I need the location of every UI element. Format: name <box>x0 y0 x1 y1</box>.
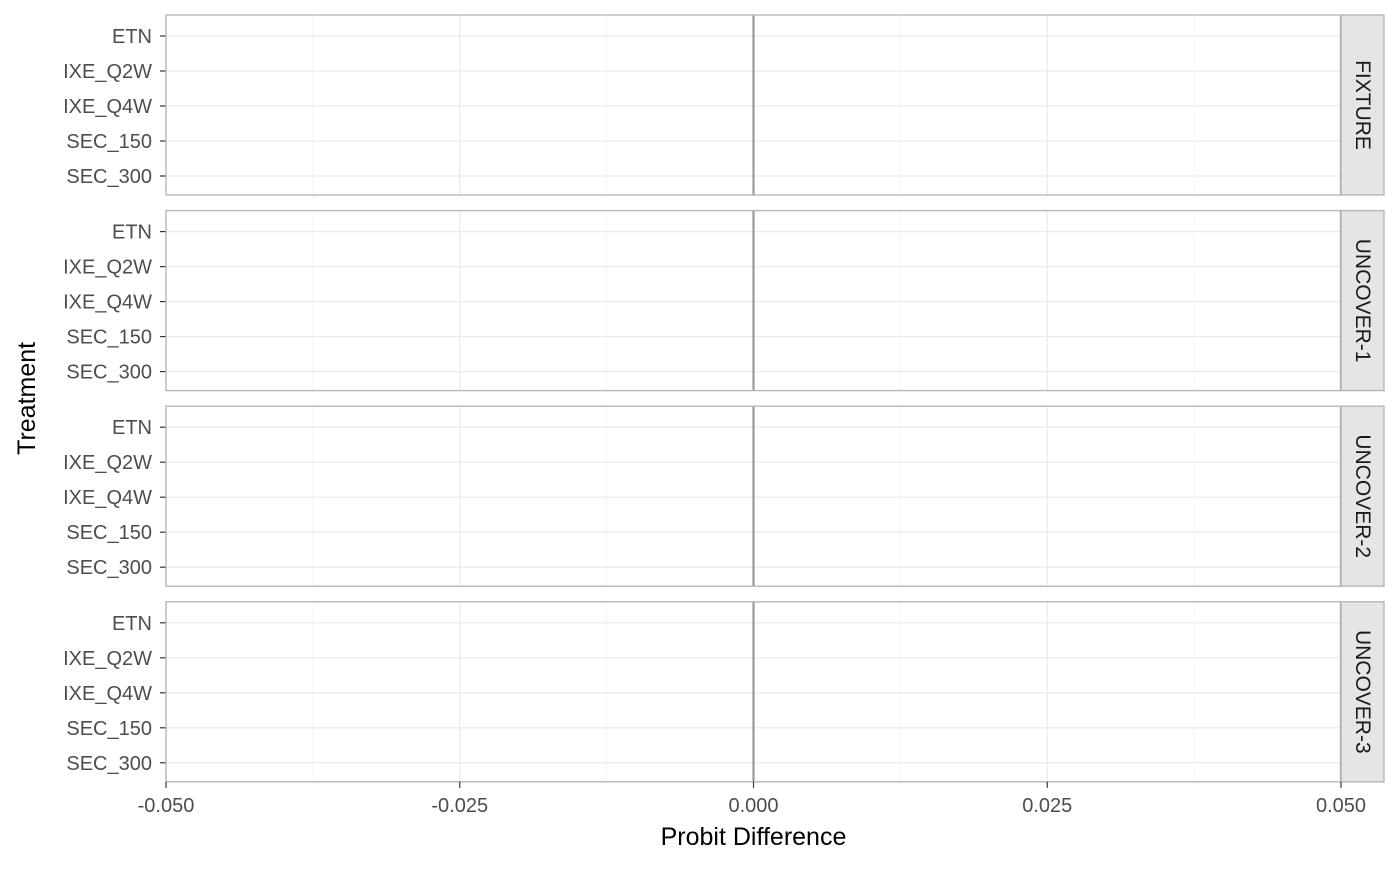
y-tick-label: IXE_Q4W <box>63 292 152 314</box>
y-tick-label: SEC_150 <box>66 718 152 740</box>
y-tick-label: IXE_Q4W <box>63 683 152 705</box>
y-tick-label: IXE_Q2W <box>63 257 152 279</box>
facet-strip <box>1340 601 1385 783</box>
y-tick-label: ETN <box>112 613 152 635</box>
y-tick-label: ETN <box>112 222 152 244</box>
facet-strip-label: FIXTURE <box>1351 60 1374 150</box>
x-tick-label: 0.050 <box>1316 795 1366 817</box>
y-tick-label: IXE_Q4W <box>63 487 152 509</box>
facet-strip <box>1340 405 1385 587</box>
y-tick-label: SEC_300 <box>66 362 152 384</box>
facet-strip-label: UNCOVER-2 <box>1351 434 1374 558</box>
facet-strip <box>1340 209 1385 392</box>
y-tick-label: SEC_150 <box>66 327 152 349</box>
x-tick-label: -0.025 <box>431 795 488 817</box>
y-tick-label: ETN <box>112 26 152 48</box>
x-tick-label: 0.000 <box>728 795 778 817</box>
y-axis-title: Treatment <box>13 342 41 455</box>
y-tick-label: SEC_300 <box>66 753 152 775</box>
x-tick-label: 0.025 <box>1022 795 1072 817</box>
y-tick-label: IXE_Q2W <box>63 648 152 670</box>
y-tick-label: IXE_Q4W <box>63 96 152 118</box>
y-tick-label: IXE_Q2W <box>63 452 152 474</box>
y-tick-label: SEC_300 <box>66 166 152 188</box>
facet-strip-label: UNCOVER-1 <box>1351 239 1374 363</box>
facet-strip <box>1340 14 1385 196</box>
x-tick-label: -0.050 <box>138 795 195 817</box>
y-tick-label: SEC_300 <box>66 557 152 579</box>
y-tick-label: SEC_150 <box>66 522 152 544</box>
y-tick-label: IXE_Q2W <box>63 61 152 83</box>
x-axis-title: Probit Difference <box>661 823 847 851</box>
y-tick-label: ETN <box>112 417 152 439</box>
facet-strip-label: UNCOVER-3 <box>1351 630 1374 754</box>
y-tick-label: SEC_150 <box>66 131 152 153</box>
